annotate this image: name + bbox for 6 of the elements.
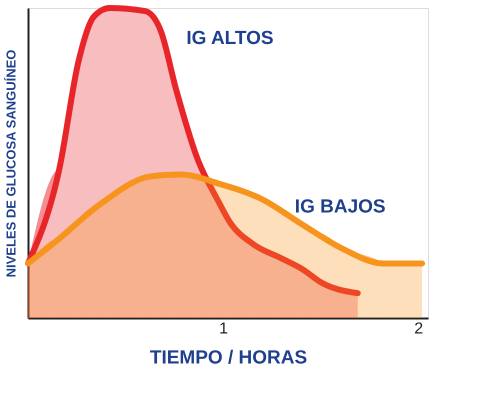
x-axis-title: TIEMPO / HORAS: [150, 348, 308, 368]
x-tick-label: 2: [414, 320, 424, 338]
x-tick-label: 1: [219, 320, 228, 338]
y-axis-title: NIVELES DE GLUCOSA SANGUÍNEO: [4, 50, 18, 278]
series-label: IG ALTOS: [186, 28, 274, 49]
series-label: IG BAJOS: [294, 196, 386, 218]
